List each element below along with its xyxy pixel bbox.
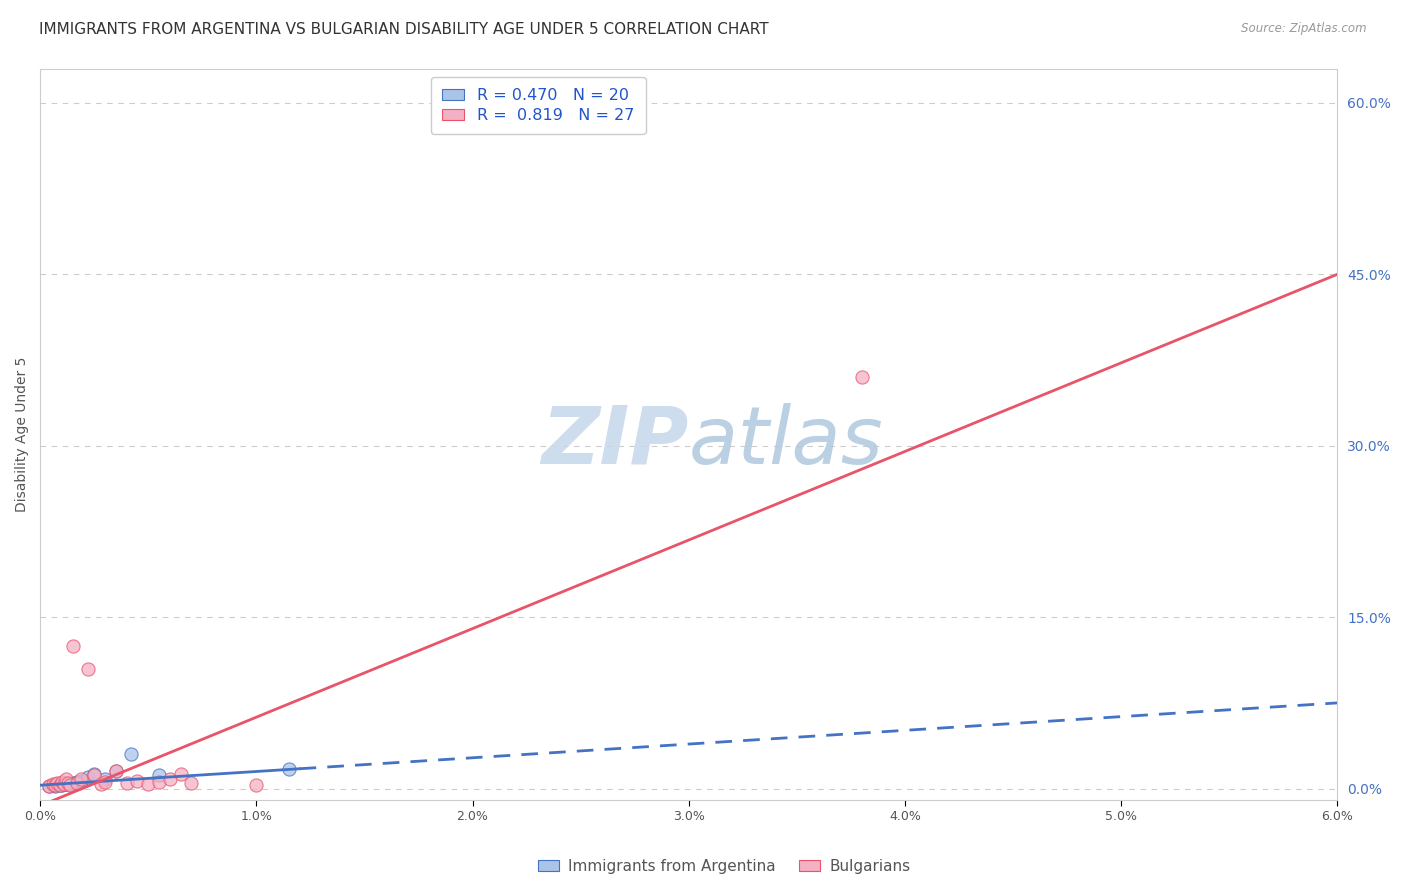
Point [70,773,93,788]
Point [851,370,873,384]
Text: IMMIGRANTS FROM ARGENTINA VS BULGARIAN DISABILITY AGE UNDER 5 CORRELATION CHART: IMMIGRANTS FROM ARGENTINA VS BULGARIAN D… [39,22,769,37]
Point [38,780,60,794]
Point [83,768,105,782]
Point [94,774,117,789]
Point [42,777,65,791]
Point [120,747,142,762]
Point [55,776,77,790]
Point [51,778,73,792]
Point [52,777,75,791]
Point [62,776,84,790]
Point [58,777,80,791]
Point [48,778,70,792]
Point [52,777,75,791]
Point [38,780,60,794]
Point [245,778,267,792]
Point [136,777,159,791]
Point [66,776,89,790]
Point [90,777,112,791]
Point [58,776,80,790]
Point [83,766,105,780]
Point [48,778,70,792]
Point [44,780,66,794]
Point [94,772,117,787]
Point [76,662,98,676]
Point [277,762,299,776]
Text: ZIP: ZIP [541,402,689,481]
Point [76,770,98,784]
Point [148,774,170,789]
Point [42,778,65,792]
Point [127,773,149,788]
Point [104,764,127,779]
Text: atlas: atlas [689,402,883,481]
Point [148,768,170,782]
Point [180,776,202,790]
Legend: R = 0.470   N = 20, R =  0.819   N = 27: R = 0.470 N = 20, R = 0.819 N = 27 [430,77,645,135]
Point [46,777,69,791]
Legend: Immigrants from Argentina, Bulgarians: Immigrants from Argentina, Bulgarians [531,853,917,880]
Point [59,778,82,792]
Point [169,766,191,780]
Point [66,774,89,789]
Point [62,639,84,653]
Point [44,778,66,792]
Point [46,776,69,790]
Point [115,776,138,790]
Point [159,772,181,787]
Point [104,764,127,779]
Point [51,774,73,789]
Text: Source: ZipAtlas.com: Source: ZipAtlas.com [1241,22,1367,36]
Point [55,772,77,787]
Point [59,778,82,792]
Y-axis label: Disability Age Under 5: Disability Age Under 5 [15,357,30,512]
Point [70,772,93,787]
